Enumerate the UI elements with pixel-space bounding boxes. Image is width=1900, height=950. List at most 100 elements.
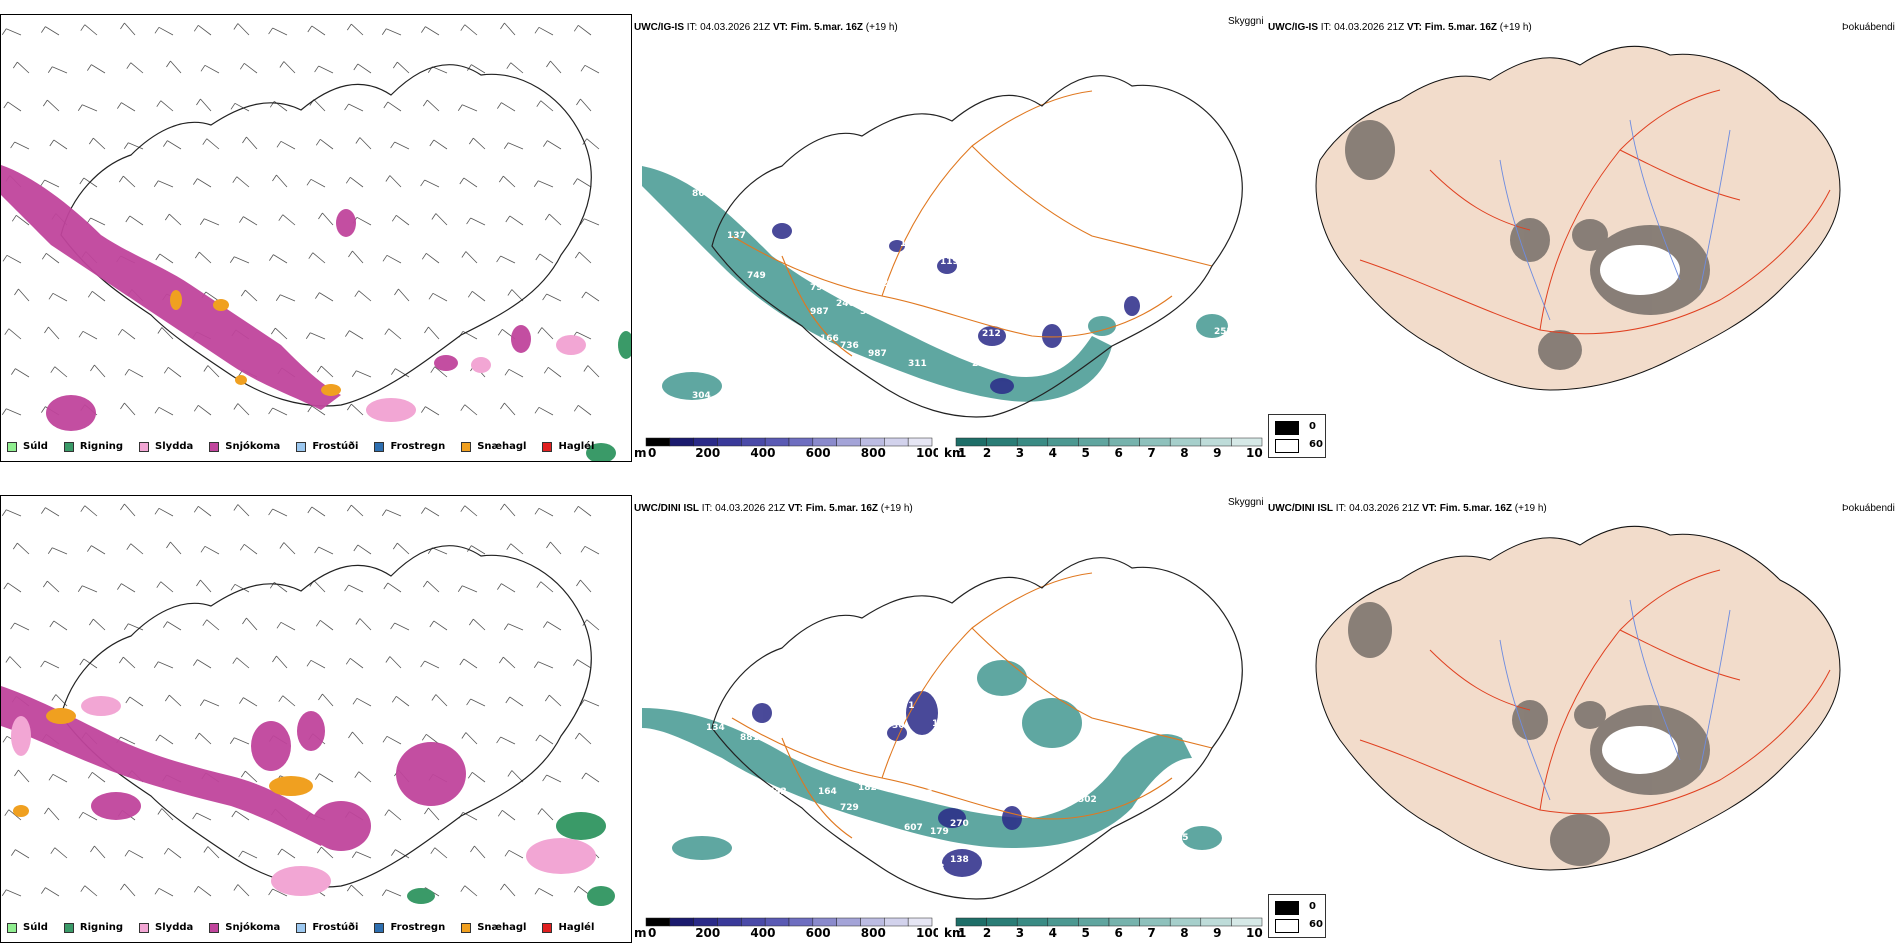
ceiling-label: 742 (768, 787, 787, 797)
wind-barb (420, 179, 440, 188)
vis-map-bottom[interactable]: 134 881 742 976 899 164 729 182 30 71 109 885 607 610… (632, 518, 1268, 918)
wind-barb (346, 884, 364, 897)
wind-barb (421, 507, 440, 517)
ceiling-colorbar-top: m 0 200 400 600 800 1000 (632, 436, 938, 462)
wind-barb (351, 370, 372, 378)
ceiling-label: 987 (810, 307, 829, 317)
wind-barb (240, 770, 258, 783)
legend-item: Frostregn (374, 441, 445, 452)
wind-barb (457, 104, 478, 112)
colorbar-cell (1078, 437, 1110, 447)
colorbar-cell (812, 917, 837, 927)
wind-barb (381, 889, 402, 897)
wind-barb (537, 327, 554, 340)
wind-barb (239, 216, 258, 226)
wind-barb (239, 62, 258, 74)
wind-barb (497, 102, 516, 112)
vis-panel-name-top: Skyggni (1228, 16, 1264, 27)
wind-barb (123, 142, 144, 150)
colorbar-cell (1231, 917, 1263, 927)
wind-barb (576, 579, 592, 593)
precip-map-top[interactable]: Súld Rigning Slydda Snjókoma Frostúði Fr… (0, 14, 632, 462)
precip-map-bottom[interactable]: Súld Rigning Slydda Snjókoma Frostúði Fr… (0, 495, 632, 943)
colorbar-tick: 3 (1015, 926, 1025, 940)
cloud-swatch-dark (1275, 901, 1299, 915)
wind-barb (315, 619, 334, 631)
ceiling-label: 138 (950, 855, 969, 865)
colorbar-cell (986, 437, 1018, 447)
legend-swatch (542, 441, 553, 452)
vis-map-top[interactable]: 861 137 749 795 987 240 538 154 166 736 987 251 107 1… (632, 36, 1268, 436)
wind-barb (11, 849, 30, 859)
wind-barb (239, 543, 258, 555)
wind-barb (48, 773, 68, 783)
wind-barb (344, 584, 364, 593)
wind-barb (421, 406, 440, 416)
colorbar-cell (693, 437, 718, 447)
wind-barb (500, 402, 516, 416)
wind-barb (506, 62, 524, 74)
vis-panel-name-bottom: Skyggni (1228, 497, 1264, 508)
cloud-map-top[interactable] (1300, 40, 1860, 420)
ceiling-label: 109 (932, 719, 951, 729)
wind-barb (500, 883, 516, 897)
colorbar-tick: 2 (982, 446, 992, 460)
cloud-title-top: UWC/IG-IS IT: 04.03.2026 21Z VT: Fim. 5.… (1268, 22, 1532, 33)
legend-swatch (296, 441, 307, 452)
wind-barb (14, 769, 30, 783)
wind-barb (278, 695, 296, 707)
cloud-map-bottom[interactable] (1300, 520, 1860, 900)
wind-barb (268, 407, 288, 416)
wind-barb (345, 330, 364, 340)
wind-barb (382, 254, 402, 264)
precip-legend-bottom: Súld Rigning Slydda Snjókoma Frostúði Fr… (7, 922, 594, 933)
wind-barb (306, 178, 326, 188)
wind-barb (498, 656, 516, 669)
wind-barb (270, 327, 288, 340)
wind-barb (391, 695, 410, 707)
wind-barb (232, 657, 250, 669)
legend-swatch (209, 922, 220, 933)
ceiling-label: 305 (1232, 857, 1251, 867)
wind-barb (78, 811, 98, 821)
colorbar-tick: 4 (1048, 926, 1058, 940)
wind-barb (229, 737, 250, 745)
legend-item: Slydda (139, 922, 193, 933)
wind-barb (507, 289, 524, 302)
colorbar-cell (955, 917, 987, 927)
wind-barb (354, 290, 372, 302)
colorbar-cell (1108, 437, 1140, 447)
wind-barb (355, 618, 372, 631)
wind-barb (467, 545, 486, 555)
wind-barb (268, 27, 288, 36)
wind-barb (154, 406, 174, 416)
ceiling-label: 182 (858, 783, 877, 793)
wind-barb (543, 621, 562, 631)
colorbar-cell (741, 437, 766, 447)
ceiling-label: 749 (747, 271, 766, 281)
ceiling-label: 134 (706, 723, 725, 733)
colorbar-cell (1047, 917, 1079, 927)
wind-barb (573, 659, 592, 669)
ceiling-label: 65 (1024, 403, 1037, 413)
wind-barb (381, 509, 402, 517)
wind-barb (390, 622, 410, 631)
colorbar-cell (764, 437, 790, 447)
wind-barb (534, 887, 554, 897)
legend-item: Snjókoma (209, 922, 280, 933)
wind-barb (314, 65, 334, 74)
colorbar-cell (645, 437, 671, 447)
wind-barb (468, 618, 486, 631)
wind-barb (460, 505, 478, 517)
legend-item: Snæhagl (461, 922, 526, 933)
wind-barb (580, 545, 600, 555)
wind-barb (421, 252, 440, 264)
wind-barb (194, 732, 212, 745)
wind-barb (124, 368, 144, 378)
wind-barb (422, 99, 440, 112)
wind-barb (77, 585, 98, 593)
wind-barb (229, 256, 250, 264)
colorbar-tick: 5 (1081, 446, 1090, 460)
wind-barb (573, 178, 592, 188)
wind-barb (318, 212, 334, 226)
